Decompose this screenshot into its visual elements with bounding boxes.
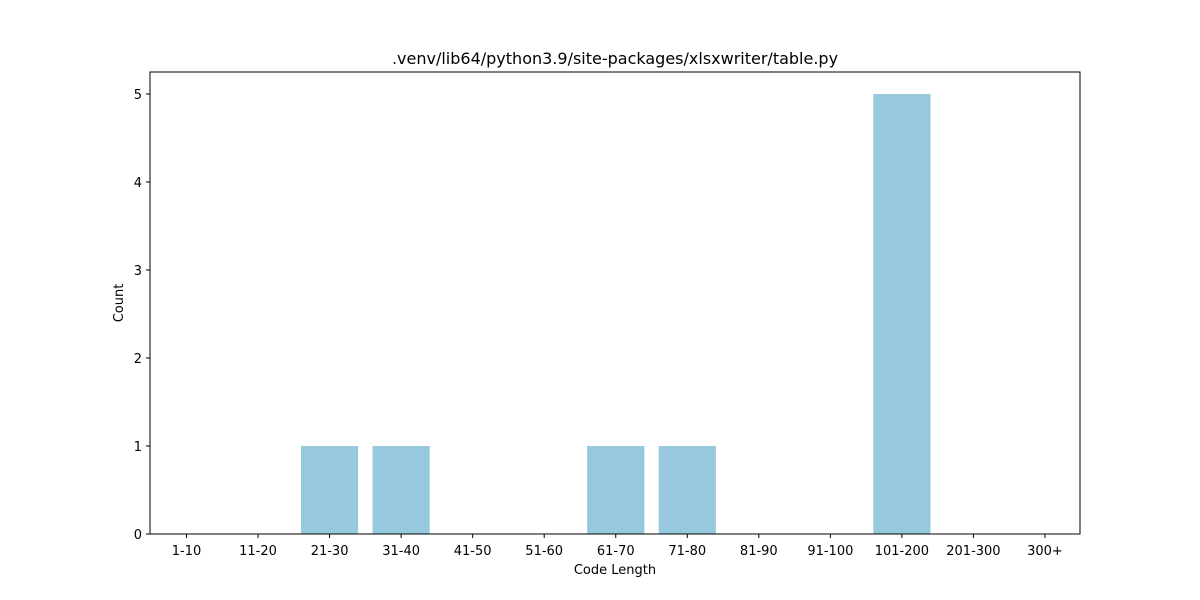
y-tick-label: 5 (134, 88, 142, 103)
x-tick-label: 61-70 (597, 544, 635, 559)
x-tick-label: 91-100 (807, 544, 853, 559)
x-tick-label: 21-30 (311, 544, 349, 559)
x-tick-label: 51-60 (525, 544, 563, 559)
x-tick-label: 201-300 (946, 544, 1000, 559)
x-tick-label: 11-20 (239, 544, 277, 559)
y-tick-label: 3 (134, 264, 142, 279)
x-tick-label: 31-40 (382, 544, 420, 559)
bar-21-30 (300, 446, 359, 534)
y-tick-label: 0 (134, 528, 142, 543)
y-tick-label: 2 (134, 352, 142, 367)
x-tick-label: 1-10 (172, 544, 202, 559)
bars (300, 94, 931, 534)
plot-frame (149, 71, 1081, 535)
x-tick-label: 81-90 (740, 544, 778, 559)
bar-61-70 (587, 446, 645, 534)
x-tick-label: 101-200 (875, 544, 929, 559)
y-axis: 0 1 2 3 4 5 (134, 88, 150, 543)
bar-101-200 (873, 94, 931, 534)
x-tick-label: 71-80 (668, 544, 706, 559)
y-tick-label: 1 (134, 440, 142, 455)
x-tick-label: 41-50 (454, 544, 492, 559)
bar-71-80 (658, 446, 716, 534)
bar-31-40 (372, 446, 430, 534)
x-axis: 1-10 11-20 21-30 31-40 41-50 51-60 61-70 71-80 8… (172, 534, 1063, 559)
x-axis-label: Code Length (574, 563, 656, 578)
chart-title: .venv/lib64/python3.9/site-packages/xlsx… (392, 49, 838, 68)
x-tick-label: 300+ (1027, 544, 1063, 559)
y-tick-label: 4 (134, 176, 142, 191)
y-axis-label: Count (112, 284, 127, 323)
